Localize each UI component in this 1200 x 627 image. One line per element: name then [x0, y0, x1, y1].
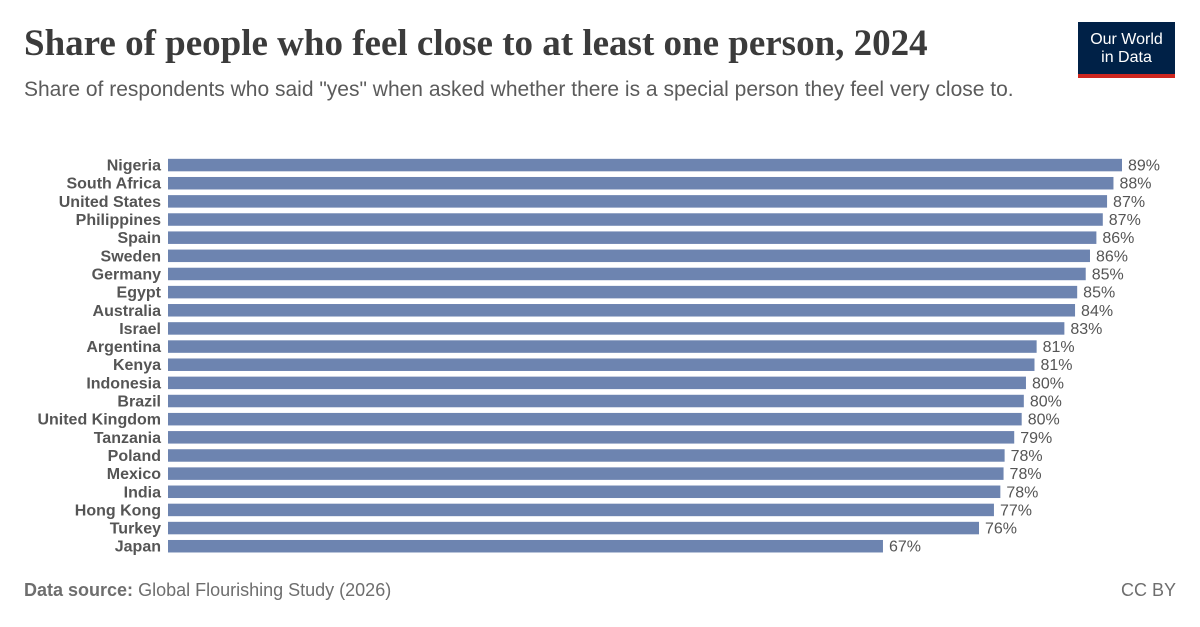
value-label: 77%	[1000, 502, 1032, 519]
bar[interactable]	[168, 431, 1015, 444]
bar[interactable]	[168, 267, 1086, 281]
data-source-label: Data source:	[24, 580, 134, 600]
value-label: 89%	[1128, 158, 1160, 175]
category-label: South Africa	[66, 176, 161, 193]
bar[interactable]	[168, 521, 980, 535]
category-label: Japan	[115, 539, 161, 556]
bar[interactable]	[168, 231, 1097, 244]
value-label: 81%	[1043, 339, 1075, 356]
category-label: Mexico	[107, 466, 161, 483]
bar[interactable]	[168, 340, 1037, 353]
value-label: 76%	[985, 521, 1017, 538]
bar[interactable]	[168, 304, 1076, 317]
chart-subtitle: Share of respondents who said "yes" when…	[24, 78, 1014, 101]
category-label: Egypt	[117, 285, 162, 302]
value-label: 78%	[1011, 448, 1043, 465]
category-label: Argentina	[86, 339, 161, 356]
category-label: Poland	[108, 448, 161, 465]
bar[interactable]	[168, 213, 1103, 226]
bar[interactable]	[168, 485, 1001, 499]
value-label: 87%	[1113, 194, 1145, 211]
value-label: 80%	[1032, 375, 1064, 392]
value-label: 80%	[1030, 394, 1062, 411]
bar[interactable]	[168, 285, 1078, 299]
logo-accent-bar	[1078, 74, 1175, 78]
category-label: Tanzania	[94, 430, 161, 447]
bar[interactable]	[168, 449, 1005, 462]
bar[interactable]	[168, 158, 1122, 172]
category-label: Kenya	[113, 357, 161, 374]
category-label: Israel	[119, 321, 161, 338]
category-label: Sweden	[101, 248, 161, 265]
category-label: India	[124, 484, 161, 501]
value-label: 86%	[1096, 248, 1128, 265]
value-label: 86%	[1102, 230, 1134, 247]
bar[interactable]	[168, 358, 1035, 371]
bar[interactable]	[168, 503, 994, 517]
category-label: Germany	[92, 266, 161, 283]
category-label: Turkey	[110, 521, 161, 538]
bar[interactable]	[168, 376, 1026, 390]
license-link[interactable]: CC BY	[1120, 580, 1176, 600]
category-label: Indonesia	[86, 375, 161, 392]
owid-logo[interactable]: Our World in Data	[1078, 22, 1175, 78]
category-label: Australia	[93, 303, 162, 320]
bar[interactable]	[168, 412, 1022, 426]
value-label: 84%	[1081, 303, 1113, 320]
category-label: Nigeria	[107, 158, 161, 175]
value-label: 81%	[1040, 357, 1072, 374]
value-label: 85%	[1092, 266, 1124, 283]
value-label: 85%	[1083, 285, 1115, 302]
category-label: Spain	[117, 230, 161, 247]
bar-chart: Nigeria 89% South Africa 88% United States 87…	[37, 158, 1160, 556]
bar[interactable]	[168, 539, 883, 553]
value-label: 78%	[1010, 466, 1042, 483]
category-label: Philippines	[76, 212, 161, 229]
bar[interactable]	[168, 394, 1024, 408]
data-source: Data source: Global Flourishing Study (2…	[24, 580, 391, 601]
category-label: United States	[59, 194, 161, 211]
value-label: 78%	[1006, 484, 1038, 501]
bar[interactable]	[168, 322, 1065, 335]
bar[interactable]	[168, 467, 1004, 480]
bar[interactable]	[168, 176, 1114, 190]
logo-line-2: in Data	[1101, 49, 1152, 66]
value-label: 88%	[1119, 176, 1151, 193]
category-label: Brazil	[117, 394, 161, 411]
category-label: United Kingdom	[37, 412, 161, 429]
bar[interactable]	[168, 249, 1090, 263]
chart-title: Share of people who feel close to at lea…	[24, 23, 928, 64]
value-label: 87%	[1109, 212, 1141, 229]
data-source-link[interactable]: Global Flourishing Study (2026)	[138, 580, 392, 600]
value-label: 80%	[1028, 412, 1060, 429]
bar[interactable]	[168, 195, 1108, 208]
value-label: 79%	[1020, 430, 1052, 447]
value-label: 83%	[1070, 321, 1102, 338]
category-label: Hong Kong	[75, 502, 161, 519]
value-label: 67%	[889, 539, 921, 556]
logo-line-1: Our World	[1090, 31, 1163, 48]
